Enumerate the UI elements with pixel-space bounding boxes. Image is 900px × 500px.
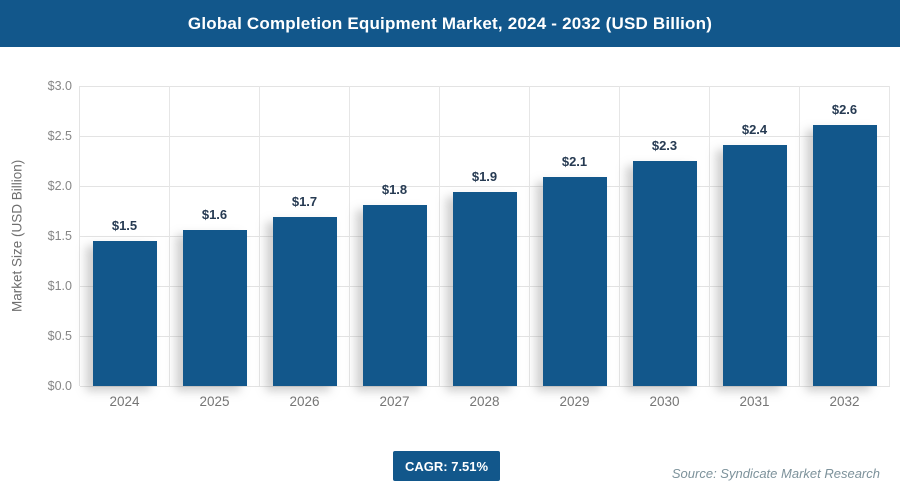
bar-column: $1.9 2028 xyxy=(440,86,530,409)
x-tick-label: 2028 xyxy=(469,394,500,409)
y-tick-label: $2.5 xyxy=(47,129,72,143)
bar xyxy=(632,161,697,386)
bar xyxy=(92,241,157,386)
y-tick-label: $0.5 xyxy=(47,329,72,343)
x-tick-label: 2029 xyxy=(559,394,590,409)
y-tick-label: $1.5 xyxy=(47,229,72,243)
bar-column: $2.6 2032 xyxy=(800,86,890,409)
chart-title-bar: Global Completion Equipment Market, 2024… xyxy=(0,0,900,47)
bar-value-label: $1.6 xyxy=(201,207,228,222)
bar-column: $1.7 2026 xyxy=(260,86,350,409)
bar xyxy=(542,177,607,386)
bar-column: $2.4 2031 xyxy=(710,86,800,409)
bar xyxy=(452,192,517,386)
bar xyxy=(362,205,427,386)
bar xyxy=(812,125,877,386)
bar-value-label: $2.6 xyxy=(831,102,858,117)
x-tick-label: 2032 xyxy=(829,394,860,409)
x-tick-label: 2024 xyxy=(109,394,140,409)
bar xyxy=(182,230,247,386)
bar-column: $2.1 2029 xyxy=(530,86,620,409)
x-tick-label: 2027 xyxy=(379,394,410,409)
source-attribution: Source: Syndicate Market Research xyxy=(671,466,880,481)
y-tick-label: $1.0 xyxy=(47,279,72,293)
y-tick-label: $3.0 xyxy=(47,79,72,93)
chart-title: Global Completion Equipment Market, 2024… xyxy=(187,13,713,33)
bar-value-label: $1.5 xyxy=(111,218,138,233)
x-tick-label: 2026 xyxy=(289,394,320,409)
bar-value-label: $2.1 xyxy=(561,154,588,169)
bar xyxy=(272,217,337,386)
gridline xyxy=(80,186,890,187)
y-axis-tick-labels: $3.0 $2.5 $2.0 $1.5 $1.0 $0.5 $0.0 xyxy=(0,79,72,393)
cagr-badge: CAGR: 7.51% xyxy=(393,451,501,481)
y-tick-label: $2.0 xyxy=(47,179,72,193)
bar-value-label: $2.4 xyxy=(741,122,768,137)
x-tick-label: 2025 xyxy=(199,394,230,409)
gridline xyxy=(80,136,890,137)
bar-value-label: $1.7 xyxy=(291,194,318,209)
bar-columns: $1.5 2024 $1.6 2025 $1.7 2026 $1.8 2027 $1.9 2028… xyxy=(80,86,890,409)
bar-column: $1.5 2024 xyxy=(80,86,170,409)
bar-column: $2.3 2030 xyxy=(620,86,710,409)
x-tick-label: 2031 xyxy=(739,394,770,409)
bar-column: $1.6 2025 xyxy=(170,86,260,409)
bar-column: $1.8 2027 xyxy=(350,86,440,409)
gridline xyxy=(80,86,890,87)
x-tick-label: 2030 xyxy=(649,394,680,409)
bar-value-label: $1.8 xyxy=(381,182,408,197)
plot-area: $1.5 2024 $1.6 2025 $1.7 2026 $1.8 2027 $1.9 2028… xyxy=(79,86,890,409)
bar-value-label: $2.3 xyxy=(651,138,678,153)
y-tick-label: $0.0 xyxy=(47,379,72,393)
gridline xyxy=(80,386,890,387)
bar xyxy=(722,145,787,386)
bar-value-label: $1.9 xyxy=(471,169,498,184)
